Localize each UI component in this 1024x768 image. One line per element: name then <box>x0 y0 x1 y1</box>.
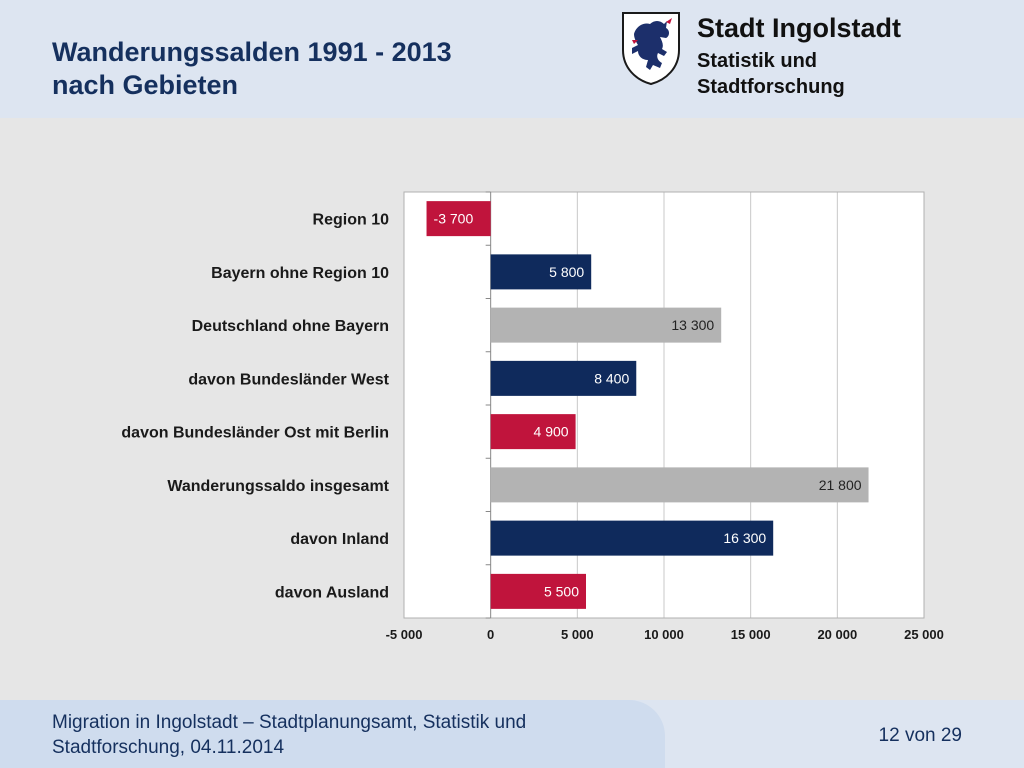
title-line-1: Wanderungssalden 1991 - 2013 <box>52 37 452 67</box>
data-label: -3 700 <box>434 211 474 227</box>
data-label: 21 800 <box>819 477 862 493</box>
plot-border <box>403 191 925 619</box>
x-tick-label: 20 000 <box>817 627 857 642</box>
footer-line-2: Stadtforschung, 04.11.2014 <box>52 737 285 758</box>
category-label: Deutschland ohne Bayern <box>192 318 389 335</box>
organization: Stadt Ingolstadt Statistik und Stadtfors… <box>697 11 901 100</box>
org-sub-line-2: Stadtforschung <box>697 76 845 98</box>
category-label: Region 10 <box>313 212 390 229</box>
footer-text: Migration in Ingolstadt – Stadtplanungsa… <box>52 710 612 760</box>
x-tick-label: 0 <box>487 627 494 642</box>
title-line-2: nach Gebieten <box>52 70 239 100</box>
bar <box>490 307 722 343</box>
category-label: davon Bundesländer Ost mit Berlin <box>121 425 389 442</box>
data-label: 5 500 <box>544 583 579 599</box>
x-tick-label: -5 000 <box>386 627 423 642</box>
category-label: davon Ausland <box>275 584 389 601</box>
bar <box>490 360 637 396</box>
data-label: 16 300 <box>723 530 766 546</box>
bar <box>490 254 592 290</box>
category-label: davon Bundesländer West <box>188 371 389 388</box>
page-title: Wanderungssalden 1991 - 2013 nach Gebiet… <box>52 36 452 102</box>
category-label: Wanderungssaldo insgesamt <box>167 478 389 495</box>
x-tick-label: 5 000 <box>561 627 594 642</box>
bar <box>426 201 491 237</box>
category-label: davon Inland <box>290 531 389 548</box>
org-sub-line-1: Statistik und <box>697 50 818 72</box>
org-name: Stadt Ingolstadt <box>697 13 901 43</box>
page-number: 12 von 29 <box>878 725 962 746</box>
x-tick-label: 15 000 <box>731 627 771 642</box>
x-tick-label: 10 000 <box>644 627 684 642</box>
panther-crest-icon <box>622 12 680 86</box>
bar <box>490 573 586 609</box>
footer-line-1: Migration in Ingolstadt – Stadtplanungsa… <box>52 712 527 733</box>
bar <box>490 467 869 503</box>
footer-panel <box>0 700 665 768</box>
data-label: 5 800 <box>549 264 584 280</box>
data-label: 13 300 <box>671 317 714 333</box>
bar <box>490 520 774 556</box>
org-subtitle: Statistik und Stadtforschung <box>697 48 901 100</box>
header: Wanderungssalden 1991 - 2013 nach Gebiet… <box>0 0 1024 118</box>
bar-chart: -3 700 Region 10 5 800 Bayern ohne Region 1… <box>0 118 1024 698</box>
data-label: 4 900 <box>534 424 569 440</box>
chart-canvas: -3 700 Region 10 5 800 Bayern ohne Region 1… <box>121 191 944 642</box>
data-label: 8 400 <box>594 370 629 386</box>
bar <box>490 414 576 450</box>
x-tick-label: 25 000 <box>904 627 944 642</box>
category-label: Bayern ohne Region 10 <box>211 265 389 282</box>
